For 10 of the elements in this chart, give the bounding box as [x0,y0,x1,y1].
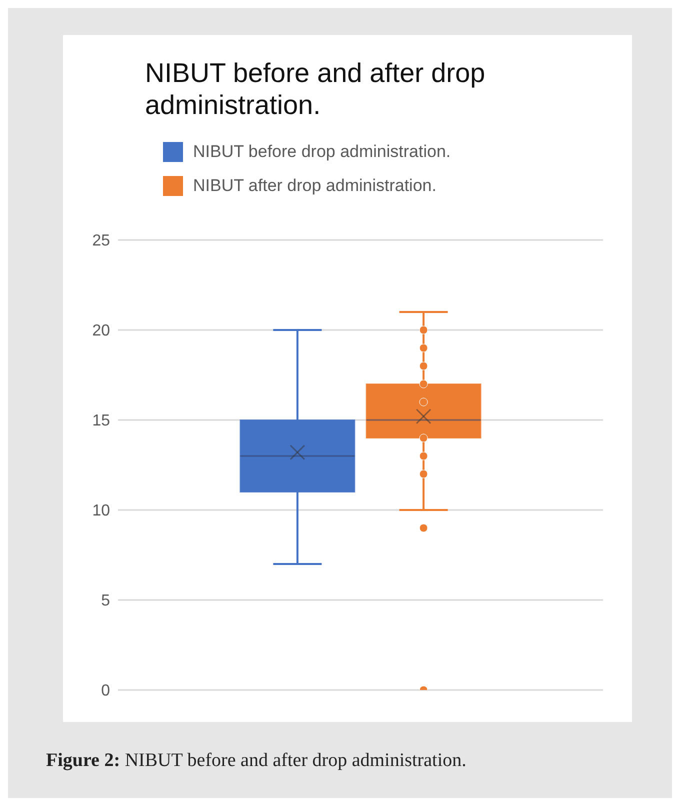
y-tick-label: 0 [101,682,110,700]
y-tick-label: 10 [92,502,110,520]
caption: Figure 2: NIBUT before and after drop administration. [46,749,468,773]
chart-title: NIBUT before and after drop administration. [144,57,486,122]
y-tick-label: 25 [92,232,110,250]
y-tick-label: 20 [92,322,110,340]
y-tick-label: 5 [101,592,110,610]
legend-label: NIBUT before drop administration. [193,142,451,162]
legend-label: NIBUT after drop administration. [193,176,436,196]
y-tick-label: 15 [92,412,110,430]
